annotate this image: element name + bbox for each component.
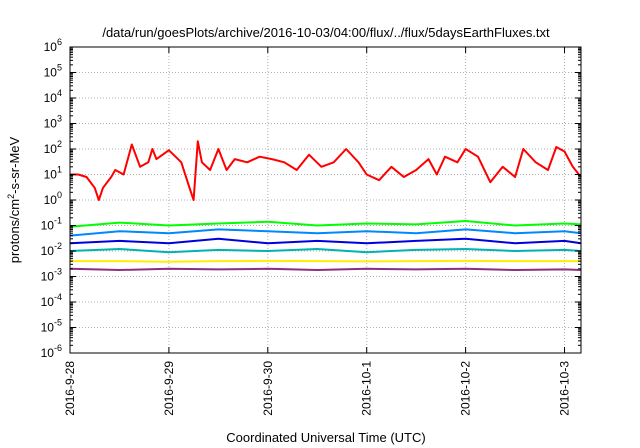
series-line-1 bbox=[69, 220, 582, 228]
x-tick-label: 2016-10-1 bbox=[360, 361, 374, 416]
y-tick-label: 10-4 bbox=[41, 292, 62, 309]
y-tick-label: 102 bbox=[44, 139, 62, 156]
series-line-2 bbox=[69, 228, 582, 237]
y-tick-label: 100 bbox=[44, 190, 62, 207]
y-tick-label: 10-1 bbox=[41, 216, 62, 233]
x-axis-label: Coordinated Universal Time (UTC) bbox=[226, 430, 425, 445]
x-tick-label: 2016-10-3 bbox=[558, 361, 572, 416]
y-axis-label-base: protons/cm bbox=[7, 199, 22, 263]
y-tick-label: 10-6 bbox=[41, 343, 62, 360]
y-tick-label: 104 bbox=[44, 88, 62, 105]
y-axis-label-rest: -s-sr-MeV bbox=[7, 136, 22, 193]
y-tick-label: 10-3 bbox=[41, 267, 62, 284]
y-tick-label: 105 bbox=[44, 63, 62, 80]
x-tick-label: 2016-10-2 bbox=[459, 361, 473, 416]
chart-title: /data/run/goesPlots/archive/2016-10-03/0… bbox=[102, 25, 550, 40]
series-line-6 bbox=[69, 267, 582, 271]
series-line-0 bbox=[70, 140, 582, 201]
x-tick-label: 2016-9-29 bbox=[162, 361, 176, 416]
y-tick-label: 103 bbox=[44, 114, 62, 131]
axis-ticks bbox=[69, 46, 581, 354]
x-tick-labels: 2016-9-28 2016-9-29 2016-9-30 2016-10-1 2016… bbox=[63, 361, 572, 416]
series-layer bbox=[69, 140, 582, 271]
series-line-3 bbox=[69, 237, 582, 245]
y-tick-label: 101 bbox=[44, 165, 62, 182]
x-tick-label: 2016-9-30 bbox=[261, 361, 275, 416]
y-tick-label: 10-2 bbox=[41, 241, 62, 258]
y-axis-label-sup: 2 bbox=[6, 194, 16, 199]
series-line-5 bbox=[70, 259, 581, 263]
y-tick-label: 10-5 bbox=[41, 318, 62, 335]
grid-lines bbox=[70, 47, 581, 353]
y-tick-label: 106 bbox=[44, 37, 62, 54]
x-tick-label: 2016-9-28 bbox=[63, 361, 77, 416]
y-axis-label: protons/cm2-s-sr-MeV bbox=[6, 136, 22, 263]
series-line-4 bbox=[69, 248, 582, 254]
y-tick-labels: 10-6 10-5 10-4 10-3 10-2 10-1 100 101 102 103 104 1… bbox=[41, 37, 62, 360]
